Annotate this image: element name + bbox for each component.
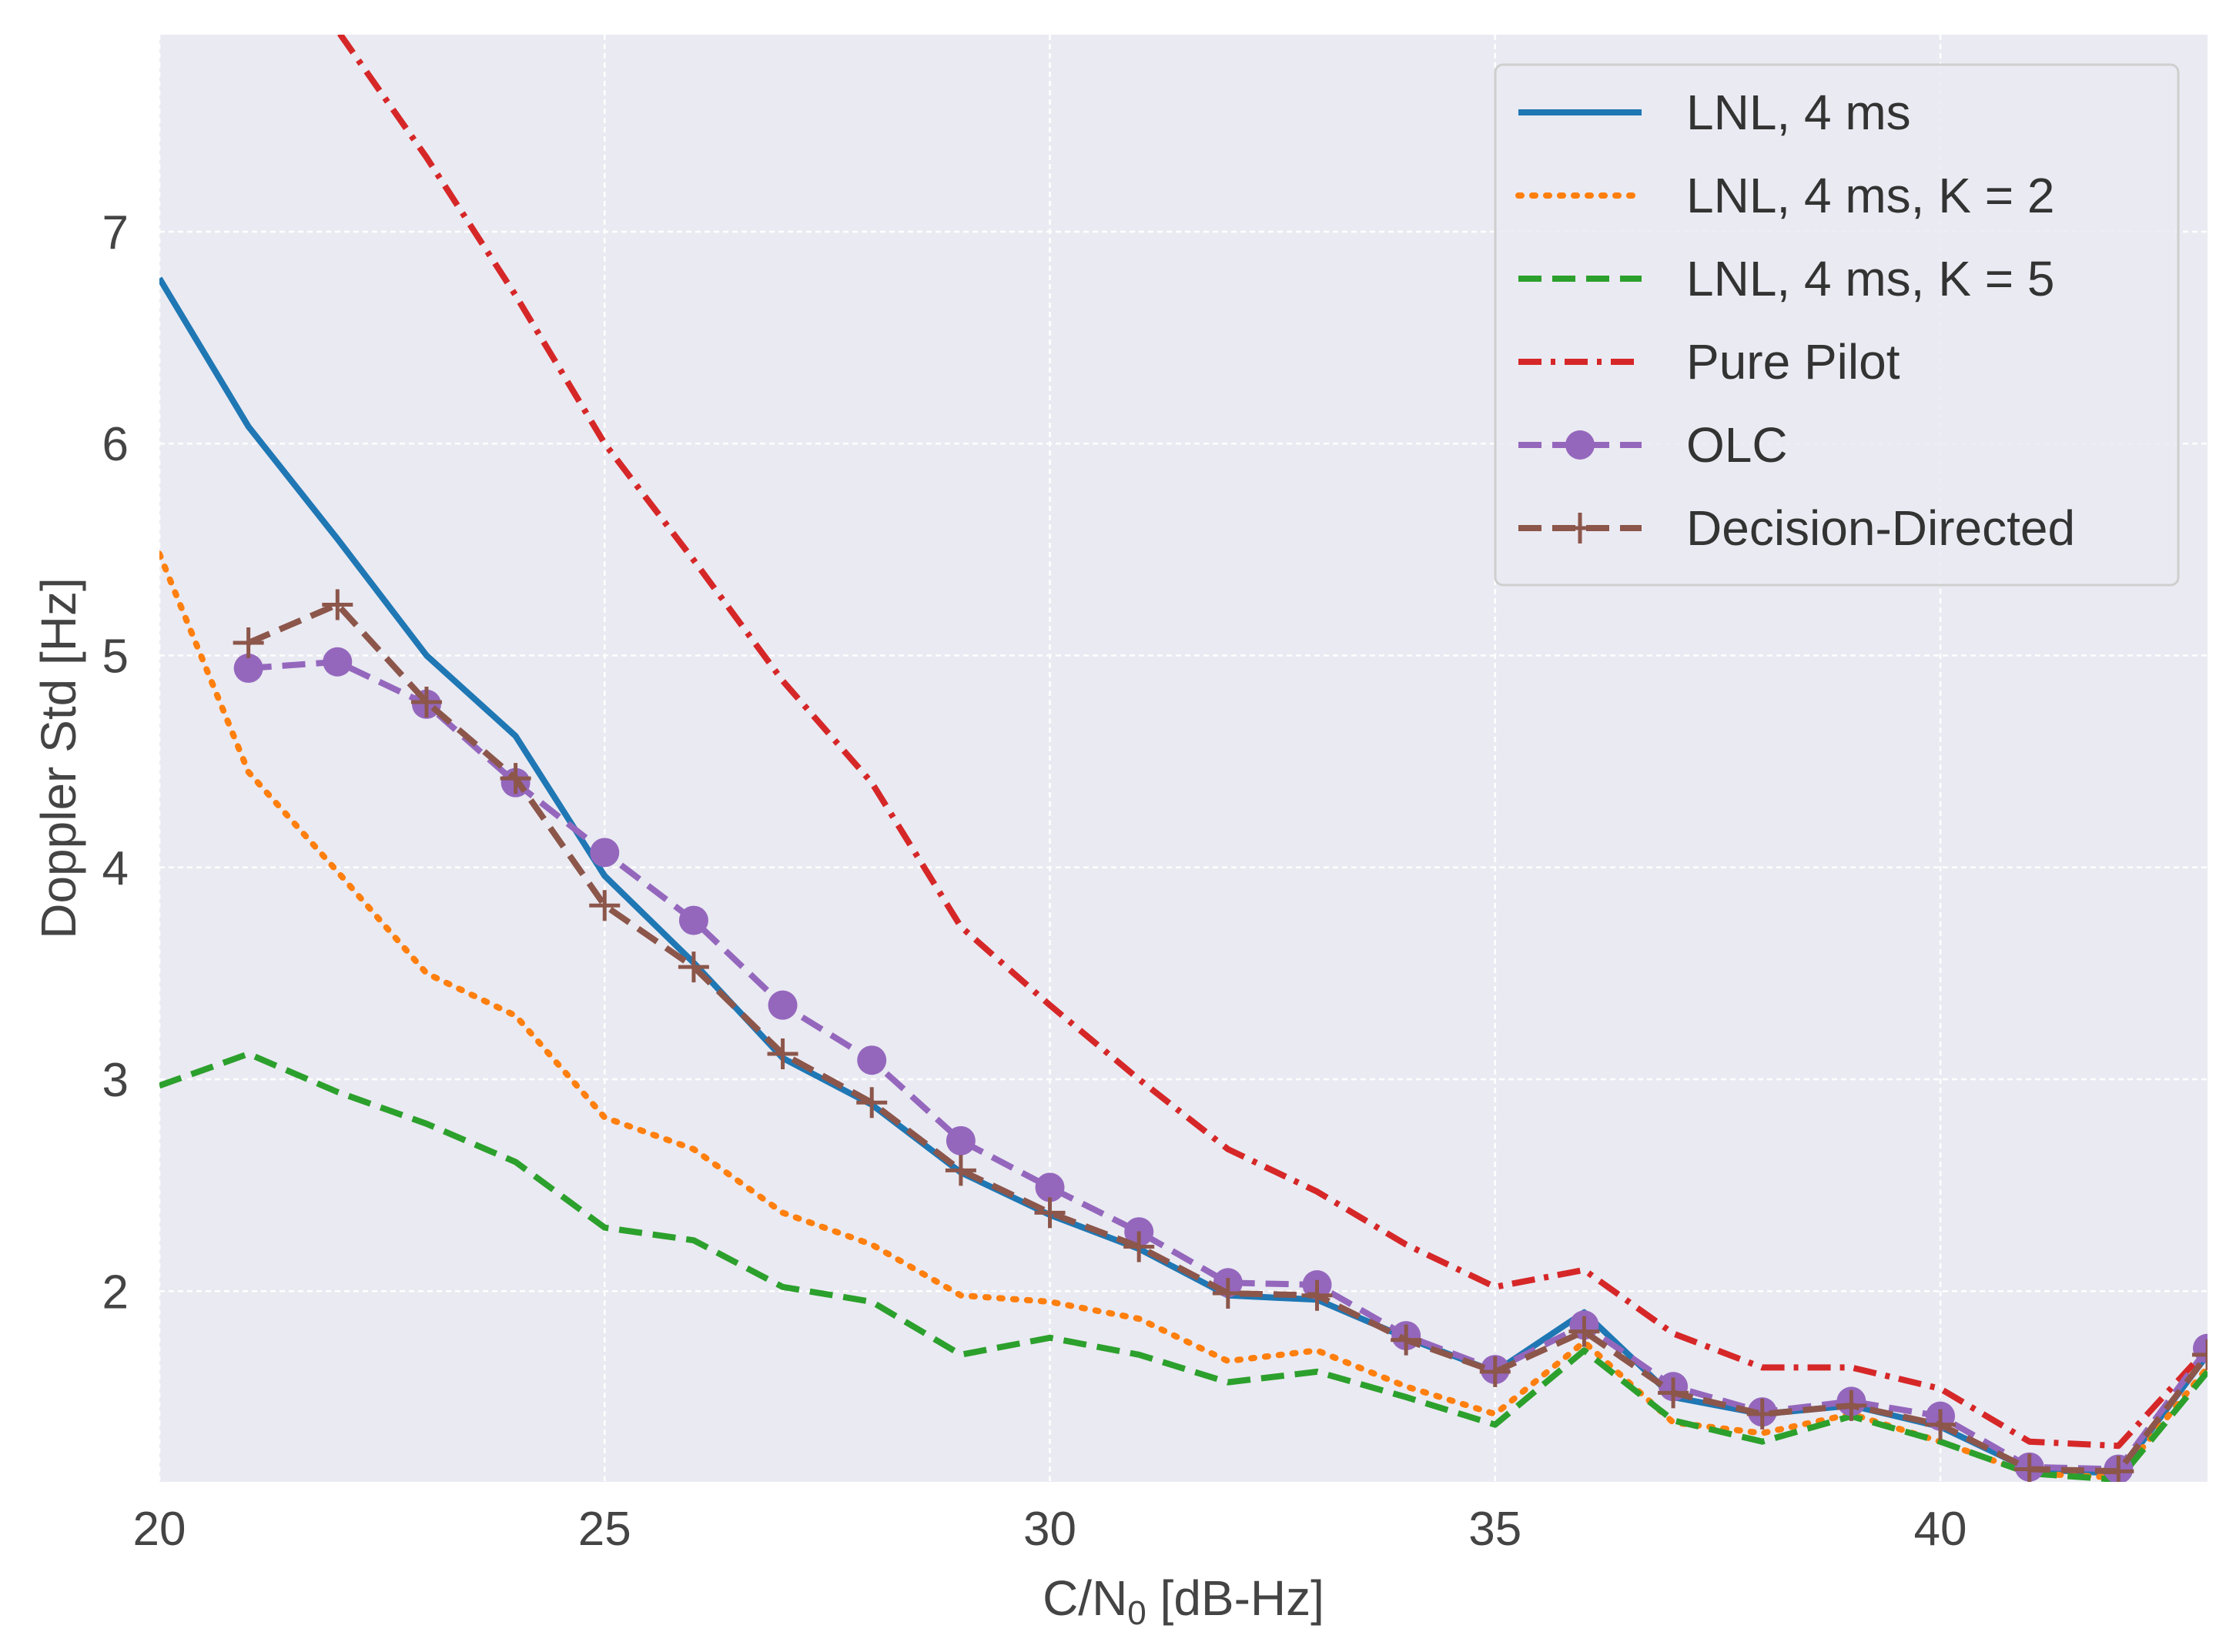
data-point <box>2103 1456 2134 1482</box>
data-point <box>945 1155 976 1186</box>
series-layer <box>159 35 2208 1482</box>
data-point <box>1479 1356 1511 1387</box>
legend-label: LNL, 4 ms, K = 2 <box>1686 168 2054 223</box>
data-point <box>1658 1377 1689 1409</box>
data-point <box>322 589 353 620</box>
series-line <box>159 1051 2208 1482</box>
x-axis-title-unit: [dB-Hz] <box>1146 1570 1324 1626</box>
series-decision-directed <box>233 589 2208 1482</box>
data-point <box>2013 1453 2045 1482</box>
data-point <box>1925 1409 1957 1440</box>
series-line <box>159 550 2208 1481</box>
data-point <box>946 1125 976 1155</box>
series-pure-pilot <box>336 35 2208 1450</box>
y-tick-label: 2 <box>102 1266 129 1319</box>
data-point <box>233 654 263 684</box>
x-axis-title-main: C/N <box>1043 1570 1127 1626</box>
data-point <box>590 838 620 868</box>
y-tick-label: 6 <box>102 418 129 471</box>
data-point <box>323 647 353 677</box>
data-point <box>1212 1278 1244 1309</box>
legend-entry-decision-directed: Decision-Directed <box>1518 500 2075 556</box>
data-point <box>1035 1172 1065 1202</box>
legend-label: Pure Pilot <box>1686 334 1900 390</box>
x-tick-label: 30 <box>1023 1503 1076 1556</box>
y-tick-label: 4 <box>102 842 129 895</box>
data-point <box>767 1038 798 1069</box>
series-lnl-4-ms-k-5 <box>159 1051 2208 1482</box>
data-point <box>233 627 264 658</box>
x-axis-title: C/N0 [dB-Hz] <box>1043 1570 1324 1632</box>
data-point <box>678 905 708 935</box>
y-tick-label: 7 <box>102 206 129 259</box>
legend-label: LNL, 4 ms, K = 5 <box>1686 251 2054 306</box>
y-tick-label: 5 <box>102 630 129 684</box>
data-point <box>410 687 442 718</box>
x-tick-label: 40 <box>1914 1503 1967 1556</box>
legend-label: OLC <box>1686 417 1788 473</box>
data-point <box>1746 1398 1778 1430</box>
legend-box <box>1494 63 2180 587</box>
x-tick-label: 20 <box>133 1503 186 1556</box>
data-point <box>1391 1324 1422 1356</box>
series-line <box>248 658 2208 1473</box>
y-tick-label: 3 <box>102 1054 129 1107</box>
data-point <box>857 1045 887 1075</box>
legend-entry-lnl-4-ms-k-5: LNL, 4 ms, K = 5 <box>1518 251 2054 306</box>
tick-labels: 20 25 30 35 40 2 3 4 5 6 7 <box>102 206 1967 1556</box>
series-line <box>336 35 2208 1450</box>
data-point <box>1301 1279 1333 1311</box>
legend-entry-olc: OLC <box>1518 417 1788 473</box>
legend: LNL, 4 ms LNL, 4 ms, K = 2 LNL, 4 ms, K = … <box>1494 63 2180 587</box>
data-point <box>1568 1316 1600 1347</box>
series-lnl-4-ms-k-2 <box>159 550 2208 1481</box>
legend-label: Decision-Directed <box>1686 500 2075 556</box>
x-tick-label: 25 <box>578 1503 631 1556</box>
legend-marker <box>1565 513 1595 543</box>
legend-label: LNL, 4 ms <box>1686 85 1911 140</box>
legend-entry-lnl-4-ms: LNL, 4 ms <box>1518 85 1911 140</box>
data-point <box>856 1087 888 1119</box>
data-point <box>1123 1231 1155 1262</box>
x-tick-label: 35 <box>1468 1503 1521 1556</box>
data-point <box>1034 1197 1066 1229</box>
legend-marker <box>1565 430 1595 460</box>
data-point <box>500 763 531 794</box>
data-point <box>589 890 621 921</box>
data-point <box>2192 1339 2208 1370</box>
data-point <box>768 990 798 1020</box>
data-point <box>678 951 709 983</box>
y-axis-title: Doppler Std [Hz] <box>31 577 86 939</box>
legend-entry-lnl-4-ms-k-2: LNL, 4 ms, K = 2 <box>1515 168 2054 223</box>
x-axis-title-subscript: 0 <box>1127 1594 1146 1632</box>
legend-entry-pure-pilot: Pure Pilot <box>1518 334 1900 390</box>
data-point <box>1836 1389 1867 1421</box>
